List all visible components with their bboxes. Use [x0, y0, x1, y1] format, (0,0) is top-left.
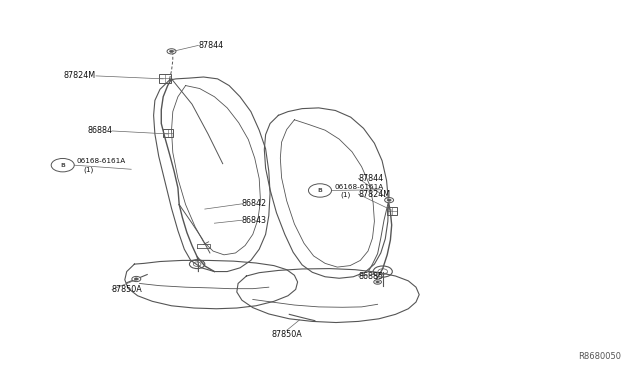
Text: 87844: 87844 — [198, 41, 223, 50]
Bar — [163, 129, 173, 137]
Circle shape — [385, 198, 394, 203]
Text: (1): (1) — [340, 192, 351, 198]
Circle shape — [376, 281, 380, 283]
Circle shape — [134, 278, 138, 280]
Text: B: B — [317, 188, 323, 193]
Circle shape — [167, 49, 176, 54]
Circle shape — [387, 199, 391, 201]
Text: 86884: 86884 — [87, 126, 112, 135]
Text: 87844: 87844 — [358, 174, 383, 183]
Text: 86843: 86843 — [242, 216, 267, 225]
Text: B: B — [60, 163, 65, 168]
Circle shape — [374, 280, 381, 284]
Text: 87824M: 87824M — [64, 71, 96, 80]
Bar — [387, 207, 397, 215]
Circle shape — [170, 50, 173, 52]
Text: 86842: 86842 — [242, 199, 267, 208]
Text: 87850A: 87850A — [271, 330, 302, 339]
Text: 06168-6161A: 06168-6161A — [334, 184, 383, 190]
Text: 86885: 86885 — [358, 272, 383, 280]
Text: 06168-6161A: 06168-6161A — [77, 158, 126, 164]
Text: 87824M: 87824M — [358, 190, 390, 199]
Bar — [159, 74, 171, 83]
Circle shape — [132, 276, 141, 282]
Text: R8680050: R8680050 — [578, 352, 621, 361]
Text: 87850A: 87850A — [112, 285, 143, 294]
Text: (1): (1) — [83, 166, 93, 173]
